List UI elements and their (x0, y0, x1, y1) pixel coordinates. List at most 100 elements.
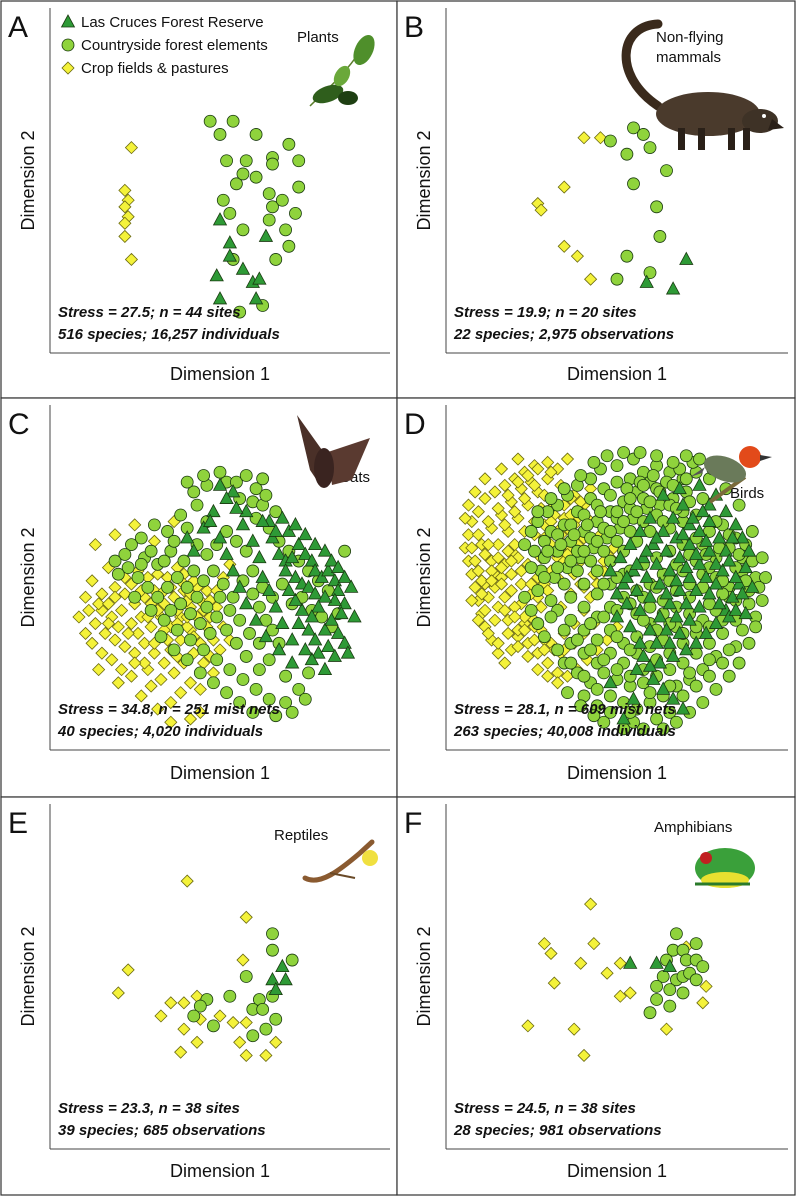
reserve-point (248, 612, 264, 626)
crop-point (461, 498, 476, 512)
reserve-point (609, 586, 625, 600)
countryside-point (292, 154, 306, 168)
countryside-point (557, 623, 571, 637)
countryside-point (610, 630, 624, 644)
crop-point (478, 491, 492, 506)
countryside-point (571, 633, 584, 647)
countryside-point (656, 970, 670, 983)
crop-point (488, 485, 502, 499)
crop-point (177, 1022, 191, 1036)
countryside-point (670, 715, 683, 729)
countryside-point (223, 604, 237, 617)
countryside-point (630, 505, 644, 519)
countryside-point (604, 689, 617, 703)
reserve-point (708, 615, 724, 629)
crop-point (478, 547, 492, 562)
countryside-point (722, 669, 736, 683)
reserve-point (202, 513, 218, 527)
countryside-point (544, 610, 558, 624)
reserve-point (636, 549, 651, 564)
countryside-point (256, 1003, 270, 1016)
countryside-point (564, 613, 578, 627)
reserve-point (692, 556, 707, 570)
countryside-point (167, 643, 181, 657)
countryside-point (590, 564, 604, 578)
countryside-point (174, 597, 188, 611)
countryside-point (538, 630, 551, 644)
crop-point (128, 656, 142, 670)
crop-point (518, 491, 532, 506)
countryside-point (557, 482, 571, 496)
countryside-point (653, 230, 667, 243)
countryside-point (282, 137, 296, 151)
crop-point (531, 462, 545, 476)
crop-point (111, 620, 125, 634)
reserve-point (255, 569, 270, 583)
reserve-point (271, 546, 287, 560)
countryside-point (174, 508, 188, 522)
crop-point (491, 646, 505, 660)
reserve-point (669, 609, 684, 623)
legend-circle-icon (61, 38, 75, 52)
countryside-point (190, 590, 204, 604)
crop-point (164, 715, 178, 729)
countryside-point (167, 534, 181, 548)
countryside-point (256, 472, 270, 486)
frog-icon (695, 848, 755, 888)
crop-point (85, 574, 99, 588)
crop-point (491, 636, 505, 650)
reserve-point (619, 569, 635, 583)
crop-point (468, 485, 482, 499)
reserve-point (311, 645, 326, 659)
reserve-point (735, 530, 750, 544)
crop-point (541, 656, 555, 670)
crop-point (259, 1048, 273, 1063)
countryside-point (243, 627, 256, 640)
crop-point (478, 603, 492, 617)
crop-point (560, 452, 575, 466)
countryside-point (180, 475, 194, 489)
countryside-point (531, 617, 545, 630)
reserve-point (317, 589, 333, 603)
countryside-point (266, 157, 279, 171)
countryside-point (637, 478, 650, 492)
crop-point (570, 249, 584, 263)
countryside-point (262, 213, 276, 227)
reserve-point (662, 958, 677, 973)
crop-point (593, 131, 608, 145)
countryside-point (164, 604, 178, 617)
countryside-point (577, 577, 591, 591)
reserve-point (646, 671, 661, 685)
countryside-point (580, 518, 594, 532)
crop-point (151, 567, 165, 581)
reserve-point (330, 625, 346, 639)
reserve-point (232, 579, 247, 593)
countryside-point (541, 544, 555, 558)
countryside-point (207, 564, 220, 578)
countryside-point (742, 636, 756, 650)
countryside-point (249, 170, 263, 184)
crop-point (239, 910, 253, 924)
countryside-point (732, 498, 746, 512)
countryside-point (567, 528, 581, 542)
countryside-point (187, 1009, 201, 1023)
crop-point (108, 633, 122, 647)
countryside-point (229, 177, 243, 191)
reserve-point (314, 569, 329, 583)
countryside-point (637, 722, 650, 736)
reserve-point (649, 635, 664, 649)
bat-icon (297, 415, 370, 488)
crop-point (518, 623, 532, 637)
crop-point (239, 1048, 253, 1063)
countryside-point (643, 1006, 657, 1020)
reserve-point (682, 612, 697, 626)
countryside-point (689, 679, 703, 693)
reserve-point (639, 543, 654, 557)
legend: Las Cruces Forest Reserve Countryside for… (60, 14, 268, 77)
crop-point (481, 515, 495, 529)
reserve-point (665, 691, 681, 705)
crop-point (92, 597, 106, 611)
countryside-point (722, 643, 736, 657)
countryside-point (154, 630, 168, 644)
reserve-point (646, 536, 661, 550)
